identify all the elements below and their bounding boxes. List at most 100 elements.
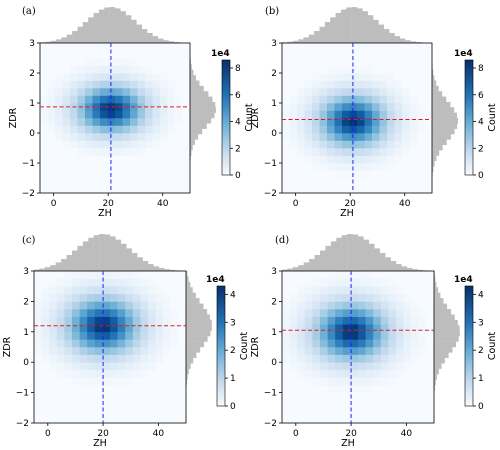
heatmap-cell <box>145 65 153 74</box>
heatmap-cell <box>79 392 88 401</box>
heatmap-cell <box>365 278 374 287</box>
heatmap-cell <box>155 347 164 355</box>
heatmap-cell <box>122 50 131 59</box>
heatmap-cell <box>178 354 187 363</box>
heatmap-cell <box>358 347 366 355</box>
heatmap-cell <box>94 354 103 363</box>
histogram-bar <box>432 160 435 167</box>
heatmap-cell <box>357 50 365 59</box>
heatmap-cell <box>417 95 425 104</box>
heatmap-cell <box>47 50 56 59</box>
heatmap-cell <box>364 170 373 179</box>
panel-label: (b) <box>265 6 279 17</box>
heatmap-cell <box>41 278 50 287</box>
heatmap-cell <box>304 331 313 340</box>
histogram-bar <box>434 347 453 353</box>
heatmap-cell <box>47 170 56 179</box>
heatmap-cell <box>94 347 103 355</box>
histogram-bar <box>72 31 78 43</box>
heatmap-cell <box>148 331 156 340</box>
histogram-bar <box>432 112 457 119</box>
heatmap-cell <box>320 407 328 416</box>
heatmap-cell <box>387 110 395 119</box>
y-tick-label: 0 <box>29 129 35 139</box>
heatmap-cell <box>102 347 111 355</box>
heatmap-cell <box>282 170 290 179</box>
histogram-bar <box>190 91 209 97</box>
heatmap-cell <box>304 316 313 325</box>
heatmap-cell <box>160 170 168 179</box>
histogram-bar <box>434 314 455 321</box>
heatmap-cell <box>335 278 344 287</box>
heatmap-cell <box>62 133 71 141</box>
heatmap-cell <box>424 50 433 59</box>
heatmap-cell <box>122 88 131 96</box>
heatmap-cell <box>92 103 101 111</box>
heatmap-cell <box>380 324 389 333</box>
heatmap-cell <box>417 185 425 194</box>
heatmap-cell <box>342 88 350 96</box>
heatmap-cell <box>49 407 58 416</box>
heatmap-cell <box>178 392 187 401</box>
heatmap-cell <box>85 88 93 96</box>
heatmap-cell <box>320 354 328 363</box>
heatmap-cell <box>334 133 343 141</box>
heatmap-cell <box>379 43 388 51</box>
heatmap-cell <box>85 148 93 156</box>
heatmap-cell <box>394 178 403 186</box>
histogram-bar <box>186 309 208 315</box>
heatmap-cell <box>424 58 433 66</box>
heatmap-cell <box>163 293 172 302</box>
heatmap-cell <box>110 293 118 302</box>
heatmap-cell <box>178 309 187 317</box>
heatmap-cell <box>178 339 187 348</box>
histogram-bar <box>434 319 458 326</box>
heatmap-cell <box>297 271 306 279</box>
heatmap-cell <box>327 43 335 51</box>
heatmap-cell <box>41 301 50 310</box>
heatmap-cell <box>64 347 73 355</box>
heatmap-cell <box>320 324 328 333</box>
heatmap-cell <box>170 392 179 401</box>
heatmap-cell <box>372 88 380 96</box>
heatmap-cell <box>125 286 134 295</box>
heatmap-cell <box>403 339 412 348</box>
heatmap-cell <box>312 95 320 104</box>
histogram-bar <box>190 85 204 92</box>
histogram-bar <box>93 235 100 271</box>
heatmap-cell <box>41 286 50 295</box>
histogram-bar <box>50 40 57 43</box>
y-tick-label: −1 <box>16 389 29 399</box>
heatmap-cell <box>319 140 328 149</box>
heatmap-cell <box>394 43 403 51</box>
heatmap-cell <box>364 103 373 111</box>
heatmap-cell <box>170 331 179 340</box>
heatmap-cell <box>34 316 42 325</box>
heatmap-cell <box>175 80 183 89</box>
heatmap-cell <box>110 354 118 363</box>
histogram-bar <box>432 75 435 81</box>
heatmap-cell <box>40 88 48 96</box>
histogram-bar <box>186 379 187 386</box>
histogram-bar <box>142 260 149 271</box>
heatmap-cell <box>85 110 93 119</box>
heatmap-cell <box>55 155 63 164</box>
heatmap-cell <box>170 324 179 333</box>
heatmap-cell <box>289 50 298 59</box>
heatmap-cell <box>387 163 395 171</box>
heatmap-cells <box>34 271 187 424</box>
heatmap-cell <box>350 369 359 378</box>
heatmap-cell <box>148 385 156 393</box>
heatmap-cell <box>417 73 425 81</box>
histogram-bar <box>412 269 418 271</box>
heatmap-cell <box>417 65 425 74</box>
heatmap-cell <box>289 155 298 164</box>
histogram-bar <box>287 41 293 43</box>
heatmap-cell <box>77 140 86 149</box>
histogram-bar <box>88 237 94 271</box>
heatmap-cell <box>100 73 108 81</box>
heatmap-cell <box>424 178 433 186</box>
heatmap-cell <box>56 369 65 378</box>
heatmap-cell <box>394 148 403 156</box>
